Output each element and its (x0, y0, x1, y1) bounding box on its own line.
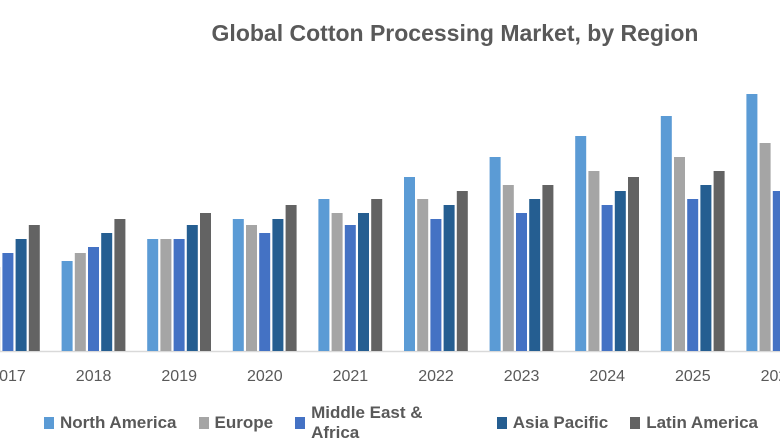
bar-2019-middle-east-africa (174, 239, 185, 351)
legend-item: Latin America (630, 403, 758, 443)
bar-2023-middle-east-africa (516, 213, 527, 351)
bar-2022-europe (417, 199, 428, 351)
legend-label: North America (60, 413, 177, 433)
bar-2019-europe (160, 239, 171, 351)
bar-2026-north-america (746, 94, 757, 351)
bar-2024-middle-east-africa (602, 205, 613, 351)
x-tick-label: 2019 (161, 368, 197, 385)
legend-label: Latin America (646, 413, 758, 433)
legend-item: Asia Pacific (497, 403, 608, 443)
bar-2018-middle-east-africa (88, 247, 99, 351)
bar-2022-north-america (404, 177, 415, 351)
legend-item: Europe (199, 403, 274, 443)
bar-chart: 2017 2018 2019 2020 2021 2022 2023 2024 2025 2026 (0, 0, 780, 400)
bar-2025-europe (674, 157, 685, 351)
bar-2020-north-america (233, 219, 244, 351)
bar-2024-latin-america (628, 177, 639, 351)
bar-2021-europe (332, 213, 343, 351)
bar-2019-latin-america (200, 213, 211, 351)
bar-2021-asia-pacific (358, 213, 369, 351)
bar-2020-asia-pacific (272, 219, 283, 351)
bar-2023-europe (503, 185, 514, 351)
bar-2019-asia-pacific (187, 225, 198, 351)
legend-swatch (295, 417, 305, 429)
bar-2021-north-america (318, 199, 329, 351)
legend-swatch (199, 417, 209, 429)
legend-label: Asia Pacific (513, 413, 608, 433)
legend-swatch (44, 417, 54, 429)
x-tick-label: 2024 (589, 368, 625, 385)
bar-2021-latin-america (371, 199, 382, 351)
bar-2025-north-america (661, 116, 672, 351)
legend-label: Middle East & Africa (311, 403, 475, 443)
bar-2025-asia-pacific (700, 185, 711, 351)
legend-label: Europe (215, 413, 274, 433)
x-tick-label: 2018 (76, 368, 112, 385)
bar-2022-middle-east-africa (430, 219, 441, 351)
bar-2022-latin-america (457, 191, 468, 351)
x-tick-label: 2020 (247, 368, 283, 385)
bar-2021-middle-east-africa (345, 225, 356, 351)
x-tick-label: 2021 (333, 368, 369, 385)
bar-2024-north-america (575, 136, 586, 351)
bar-2017-latin-america (29, 225, 40, 351)
bar-2025-latin-america (714, 171, 725, 351)
x-tick-label: 2023 (504, 368, 540, 385)
bar-2020-latin-america (286, 205, 297, 351)
x-tick-label: 2017 (0, 368, 26, 385)
x-tick-label: 2025 (675, 368, 711, 385)
legend-item: Middle East & Africa (295, 403, 475, 443)
bar-2026-middle-east-africa (773, 191, 780, 351)
bar-2018-asia-pacific (101, 233, 112, 351)
bar-2022-asia-pacific (444, 205, 455, 351)
x-tick-label: 2022 (418, 368, 454, 385)
bar-2020-europe (246, 225, 257, 351)
bar-2024-europe (588, 171, 599, 351)
bar-2019-north-america (147, 239, 158, 351)
x-tick-label: 2026 (761, 368, 780, 385)
legend-item: North America (44, 403, 177, 443)
bar-2020-middle-east-africa (259, 233, 270, 351)
legend-swatch (630, 417, 640, 429)
bar-2017-middle-east-africa (2, 253, 13, 351)
bar-2026-europe (760, 143, 771, 351)
bar-2023-north-america (490, 157, 501, 351)
legend: North America Europe Middle East & Africa A… (44, 403, 780, 443)
bar-2018-europe (75, 253, 86, 351)
bar-2018-north-america (62, 261, 73, 351)
legend-swatch (497, 417, 507, 429)
bar-2023-latin-america (542, 185, 553, 351)
bar-2017-asia-pacific (16, 239, 27, 351)
bar-2024-asia-pacific (615, 191, 626, 351)
bar-2025-middle-east-africa (687, 199, 698, 351)
bar-2023-asia-pacific (529, 199, 540, 351)
bar-2018-latin-america (114, 219, 125, 351)
